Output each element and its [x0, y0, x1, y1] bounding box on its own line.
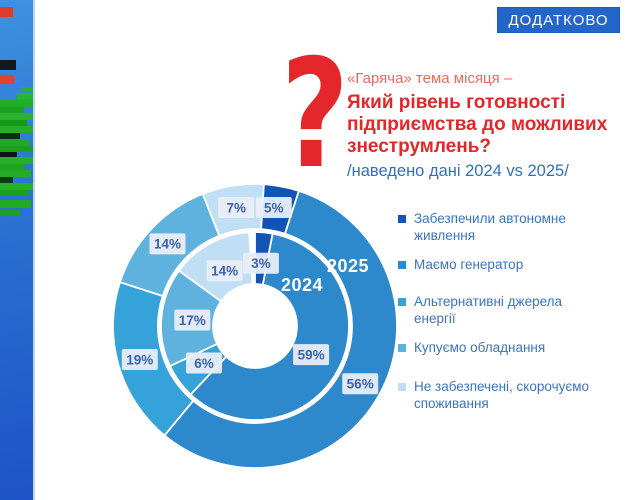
- slide-edge-artifact-bar: [22, 87, 33, 92]
- legend-label: Маємо генератор: [414, 257, 524, 272]
- svg-text:56%: 56%: [347, 377, 374, 392]
- legend-item-1: Маємо генератор: [398, 256, 593, 273]
- slide-edge-artifact-bar: [0, 183, 33, 190]
- slide-edge-artifact-bar: [0, 177, 13, 183]
- donut-label-2024-2: 6%: [186, 352, 222, 374]
- donut-label-2024-1: 59%: [293, 344, 330, 366]
- svg-text:17%: 17%: [179, 313, 206, 328]
- ring-label-2025: 2025: [327, 256, 369, 276]
- donut-slice-2025-1: [163, 190, 398, 469]
- slide-edge-artifact-bar: [0, 164, 25, 170]
- legend-swatch: [398, 344, 406, 352]
- title-subtitle: /наведено дані 2024 vs 2025/: [347, 162, 569, 180]
- slide-edge-artifact-bar: [0, 107, 24, 113]
- title-line-3: знеструмлень?: [347, 136, 491, 157]
- donut-label-2025-1: 56%: [342, 373, 379, 395]
- slide-edge-artifact-bar: [0, 7, 13, 17]
- slide-edge-artifact-bar: [0, 126, 33, 133]
- legend-item-4: Не забезпечені, скорочуємо споживання: [398, 378, 593, 412]
- slide-edge-artifact-bar: [0, 157, 33, 164]
- svg-text:14%: 14%: [154, 237, 181, 252]
- donut-label-2025-0: 5%: [255, 197, 292, 218]
- donut-slice-2024-1: [189, 232, 350, 421]
- slide-edge-artifact-bar: [0, 100, 33, 107]
- title-block: «Гаряча» тема місяця – Який рівень готов…: [347, 70, 612, 181]
- slide-edge-artifact-bar: [0, 190, 29, 196]
- title-line-1: Який рівень готовності: [347, 92, 566, 113]
- donut-label-2025-2: 19%: [121, 349, 158, 370]
- slide-edge-artifact-bar: [17, 93, 33, 99]
- slide-edge-artifact-bar: [0, 120, 27, 126]
- ring-label-2024: 2024: [281, 275, 323, 295]
- additional-badge: ДОДАТКОВО: [497, 7, 620, 33]
- svg-text:5%: 5%: [264, 200, 284, 215]
- legend-item-0: Забезпечили автономне живлення: [398, 210, 593, 244]
- legend-label: Забезпечили автономне живлення: [414, 211, 566, 243]
- slide-edge-artifact-bar: [0, 146, 33, 152]
- donut-label-2024-3: 17%: [174, 309, 211, 331]
- chart-legend: Забезпечили автономне живлення Маємо гене…: [398, 210, 593, 424]
- legend-item-2: Альтернативні джерела енергії: [398, 293, 593, 327]
- slide-edge-artifact-bar: [0, 60, 16, 70]
- legend-swatch: [398, 261, 406, 269]
- slide-edge-artifact-bar: [0, 210, 20, 216]
- slide-edge-artifact-bar: [0, 170, 31, 177]
- svg-text:14%: 14%: [211, 264, 238, 279]
- legend-swatch: [398, 383, 406, 391]
- slide-edge-artifact-bar: [0, 152, 17, 157]
- slide-edge-artifact-bar: [0, 75, 14, 84]
- slide-edge-artifact: [0, 0, 35, 500]
- svg-text:3%: 3%: [251, 256, 271, 271]
- svg-text:59%: 59%: [298, 347, 325, 362]
- svg-text:6%: 6%: [194, 356, 214, 371]
- nested-donut-chart: 3% 59% 6% 17% 14% 2024 5% 56% 19% 14% 7% 2025: [112, 183, 398, 469]
- title-line-2: підприємства до можливих: [347, 114, 608, 135]
- donut-label-2024-0: 3%: [242, 252, 279, 274]
- legend-swatch: [398, 298, 406, 306]
- page-title: Який рівень готовності підприємства до м…: [347, 92, 612, 158]
- title-kicker: «Гаряча» тема місяця –: [347, 70, 513, 87]
- legend-swatch: [398, 215, 406, 223]
- slide-edge-artifact-bar: [0, 113, 33, 120]
- donut-label-2025-4: 7%: [218, 197, 255, 218]
- svg-text:19%: 19%: [126, 352, 153, 367]
- legend-item-3: Купуємо обладнання: [398, 339, 593, 356]
- legend-label: Купуємо обладнання: [414, 340, 546, 355]
- slide-edge-artifact-bar: [0, 133, 20, 139]
- svg-text:7%: 7%: [226, 200, 246, 215]
- slide-edge-artifact-bar: [0, 139, 29, 146]
- slide-edge-artifact-bar: [0, 200, 31, 208]
- legend-label: Не забезпечені, скорочуємо споживання: [414, 379, 590, 411]
- donut-label-2024-4: 14%: [206, 260, 243, 282]
- question-mark-decoration: ?: [281, 28, 349, 202]
- additional-badge-label: ДОДАТКОВО: [508, 11, 609, 29]
- legend-label: Альтернативні джерела енергії: [414, 294, 563, 326]
- donut-label-2025-3: 14%: [149, 233, 186, 255]
